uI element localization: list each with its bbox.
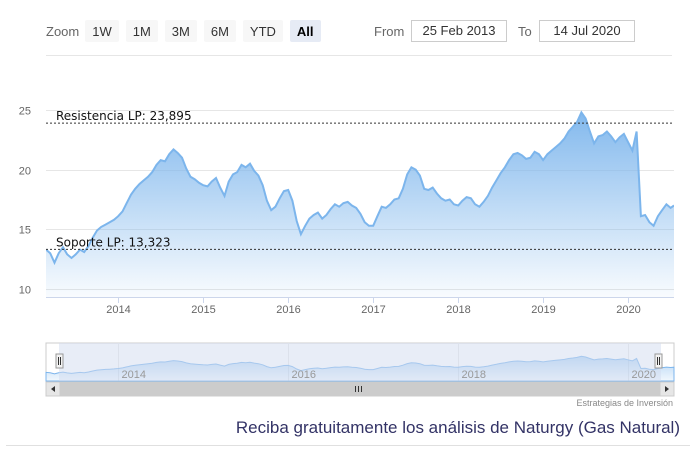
scrollbar-grip-icon bbox=[355, 386, 362, 392]
navigator-tick-label: 2014 bbox=[122, 369, 146, 381]
to-label: To bbox=[518, 24, 532, 39]
navigator-axis-labels: 2014 2016 2018 2020 bbox=[122, 369, 656, 381]
stock-chart: 10 15 20 25 2014 2015 2016 2017 2018 2019 2020 Re… bbox=[19, 106, 675, 397]
x-tick-label: 2018 bbox=[446, 304, 470, 316]
scrollbar[interactable] bbox=[45, 381, 675, 397]
range-selector: Zoom 1W 1M 3M 6M YTD All bbox=[46, 19, 328, 43]
arrow-left-icon bbox=[51, 386, 55, 392]
zoom-1m-button[interactable]: 1M bbox=[125, 20, 158, 42]
x-axis-labels: 2014 2015 2016 2017 2018 2019 2020 bbox=[106, 297, 641, 316]
chart-credits[interactable]: Estrategias de Inversión bbox=[576, 398, 673, 408]
footer-cta-text[interactable]: Reciba gratuitamente los análisis de Nat… bbox=[235, 418, 680, 437]
navigator-tick-label: 2018 bbox=[462, 369, 486, 381]
zoom-label: Zoom bbox=[46, 23, 80, 39]
x-tick-label: 2015 bbox=[191, 304, 215, 316]
scrollbar-thumb[interactable] bbox=[59, 381, 661, 397]
navigator-tick-label: 2016 bbox=[292, 369, 316, 381]
navigator-handle-left[interactable] bbox=[55, 353, 64, 369]
zoom-ytd-button[interactable]: YTD bbox=[242, 20, 283, 42]
price-line bbox=[46, 110, 674, 266]
y-tick-label: 20 bbox=[19, 166, 31, 178]
x-tick-label: 2020 bbox=[616, 304, 640, 316]
zoom-6m-button[interactable]: 6M bbox=[203, 20, 236, 42]
y-tick-label: 15 bbox=[19, 225, 31, 237]
from-date-input[interactable]: 25 Feb 2013 bbox=[411, 20, 507, 42]
y-tick-label: 25 bbox=[19, 106, 31, 118]
zoom-3m-button[interactable]: 3M bbox=[164, 20, 197, 42]
support-label: Soporte LP: 13,323 bbox=[56, 235, 171, 249]
x-tick-label: 2016 bbox=[276, 304, 300, 316]
level-annotations: Resistencia LP: 23,895 Soporte LP: 13,323 bbox=[46, 109, 674, 250]
footer-divider bbox=[6, 445, 690, 446]
x-tick-label: 2014 bbox=[106, 304, 130, 316]
resistance-label: Resistencia LP: 23,895 bbox=[56, 109, 192, 123]
y-tick-label: 10 bbox=[19, 285, 31, 297]
x-tick-label: 2019 bbox=[531, 304, 555, 316]
y-axis-labels: 10 15 20 25 bbox=[19, 106, 31, 297]
zoom-1w-button[interactable]: 1W bbox=[85, 20, 119, 42]
header-divider bbox=[46, 55, 672, 56]
arrow-right-icon bbox=[665, 386, 669, 392]
from-label: From bbox=[374, 24, 405, 39]
zoom-all-button[interactable]: All bbox=[289, 20, 321, 42]
to-date-input[interactable]: 14 Jul 2020 bbox=[539, 20, 635, 42]
navigator-selection[interactable] bbox=[59, 343, 661, 381]
x-tick-label: 2017 bbox=[361, 304, 385, 316]
price-area bbox=[46, 112, 674, 298]
navigator[interactable]: 2014 2016 2018 2020 bbox=[45, 342, 675, 382]
navigator-tick-label: 2020 bbox=[632, 369, 656, 381]
navigator-handle-right[interactable] bbox=[654, 353, 663, 369]
